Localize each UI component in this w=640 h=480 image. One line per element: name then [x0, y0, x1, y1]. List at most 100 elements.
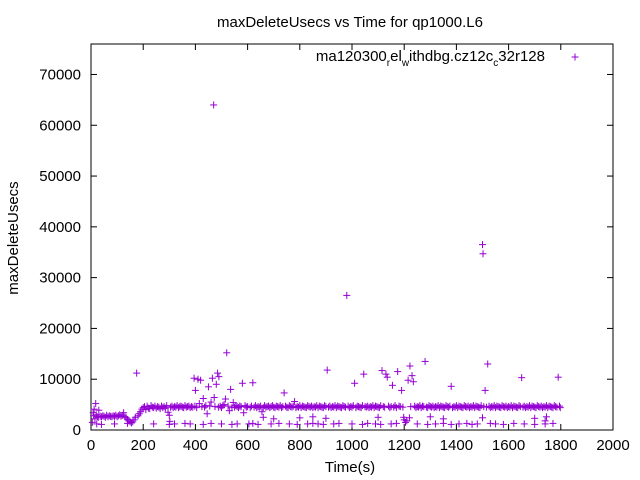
data-point	[479, 250, 487, 258]
y-tick-label: 10000	[39, 371, 81, 388]
legend-label-part: ithdbg.cz12c	[409, 48, 494, 65]
legend-marker-glyph	[571, 53, 579, 61]
data-point	[228, 420, 236, 428]
data-point	[481, 386, 489, 394]
data-point	[374, 413, 382, 421]
y-axis: 0 10000 20000 30000 40000 50000 60000 70000	[39, 66, 613, 439]
data-point	[426, 413, 434, 421]
x-tick-label: 1000	[335, 437, 368, 454]
data-point	[278, 404, 286, 412]
data-point	[117, 412, 125, 420]
data-point	[267, 420, 275, 428]
data-point	[395, 402, 403, 410]
data-point	[259, 413, 267, 421]
data-point	[409, 378, 417, 386]
data-point	[171, 420, 179, 428]
data-point	[275, 419, 283, 427]
data-point	[88, 418, 96, 426]
data-point	[424, 420, 432, 428]
legend-label-part: 32r128	[498, 48, 545, 65]
data-point	[214, 403, 222, 411]
data-point	[378, 367, 386, 375]
data-point	[421, 357, 429, 365]
data-point	[191, 386, 199, 394]
data-point	[219, 402, 227, 410]
data-point	[499, 420, 507, 428]
data-point	[330, 420, 338, 428]
data-point	[181, 419, 189, 427]
data-point	[335, 419, 343, 427]
data-point	[455, 420, 463, 428]
data-point	[215, 373, 223, 381]
data-point	[348, 403, 356, 411]
data-point	[95, 406, 103, 414]
data-point	[323, 366, 331, 374]
legend-label-part: r	[387, 58, 391, 69]
data-point	[408, 372, 416, 380]
x-tick-label: 200	[131, 437, 156, 454]
data-point	[210, 393, 218, 401]
data-point	[405, 414, 413, 422]
y-tick-label: 30000	[39, 270, 81, 287]
data-point	[197, 376, 205, 384]
data-point	[258, 408, 266, 416]
legend-label: ma120300relwithdbg.cz12cc32r128	[316, 48, 545, 69]
legend-marker	[571, 53, 579, 61]
data-point	[392, 419, 400, 427]
data-point	[150, 420, 158, 428]
data-point	[447, 382, 455, 390]
data-point	[237, 403, 245, 411]
data-point	[165, 420, 173, 428]
data-point	[518, 374, 526, 382]
x-tick-label: 1600	[492, 437, 525, 454]
y-axis-label: maxDeleteUsecs	[5, 181, 22, 294]
data-point	[207, 398, 215, 406]
data-point	[186, 420, 194, 428]
data-point	[413, 420, 421, 428]
data-point	[321, 402, 329, 410]
data-point	[381, 403, 389, 411]
data-point	[515, 402, 523, 410]
data-point	[249, 419, 257, 427]
legend-label-part: c	[493, 58, 498, 69]
data-point	[227, 385, 235, 393]
data-point	[468, 420, 476, 428]
data-point	[296, 414, 304, 422]
y-tick-label: 60000	[39, 117, 81, 134]
data-point	[199, 420, 207, 428]
data-point	[432, 420, 440, 428]
data-point	[245, 420, 253, 428]
data-point	[93, 420, 101, 428]
data-point	[439, 415, 447, 423]
data-point	[382, 370, 390, 378]
data-point	[383, 373, 391, 381]
data-point	[398, 386, 406, 394]
data-series	[88, 101, 564, 428]
data-point	[254, 420, 262, 428]
data-point	[291, 398, 299, 406]
data-point	[360, 370, 368, 378]
x-tick-label: 1400	[440, 437, 473, 454]
data-point	[288, 403, 296, 411]
x-tick-label: 400	[183, 437, 208, 454]
data-point	[204, 383, 212, 391]
x-tick-label: 0	[87, 437, 95, 454]
data-point	[133, 369, 141, 377]
data-point	[164, 408, 172, 416]
data-point	[447, 420, 455, 428]
data-point	[242, 403, 250, 411]
data-point	[199, 395, 207, 403]
legend-label-part: w	[401, 58, 410, 69]
data-point	[309, 419, 317, 427]
data-point	[418, 402, 426, 410]
data-point	[510, 419, 518, 427]
data-point	[224, 402, 232, 410]
data-point	[463, 419, 471, 427]
data-point	[124, 419, 132, 427]
data-point	[218, 420, 225, 428]
data-point	[304, 420, 312, 428]
data-point	[210, 101, 218, 109]
data-point	[166, 417, 174, 425]
